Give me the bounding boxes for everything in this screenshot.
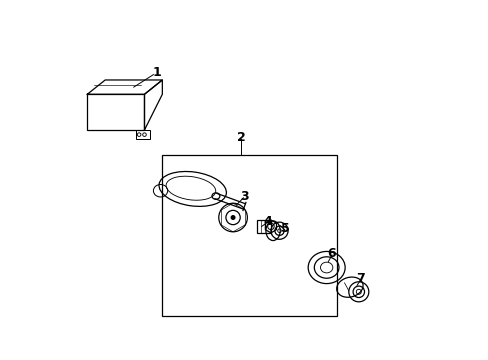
Text: 7: 7 (355, 272, 364, 285)
Text: 3: 3 (240, 190, 248, 203)
Bar (257, 220, 270, 233)
Bar (162, 155, 337, 316)
Text: 1: 1 (152, 66, 161, 79)
Bar (87, 94, 144, 130)
Circle shape (231, 216, 234, 219)
Text: 6: 6 (327, 247, 336, 260)
Text: 5: 5 (281, 222, 289, 235)
Text: 2: 2 (236, 131, 245, 144)
Bar (135, 130, 149, 139)
Text: 4: 4 (263, 215, 271, 228)
